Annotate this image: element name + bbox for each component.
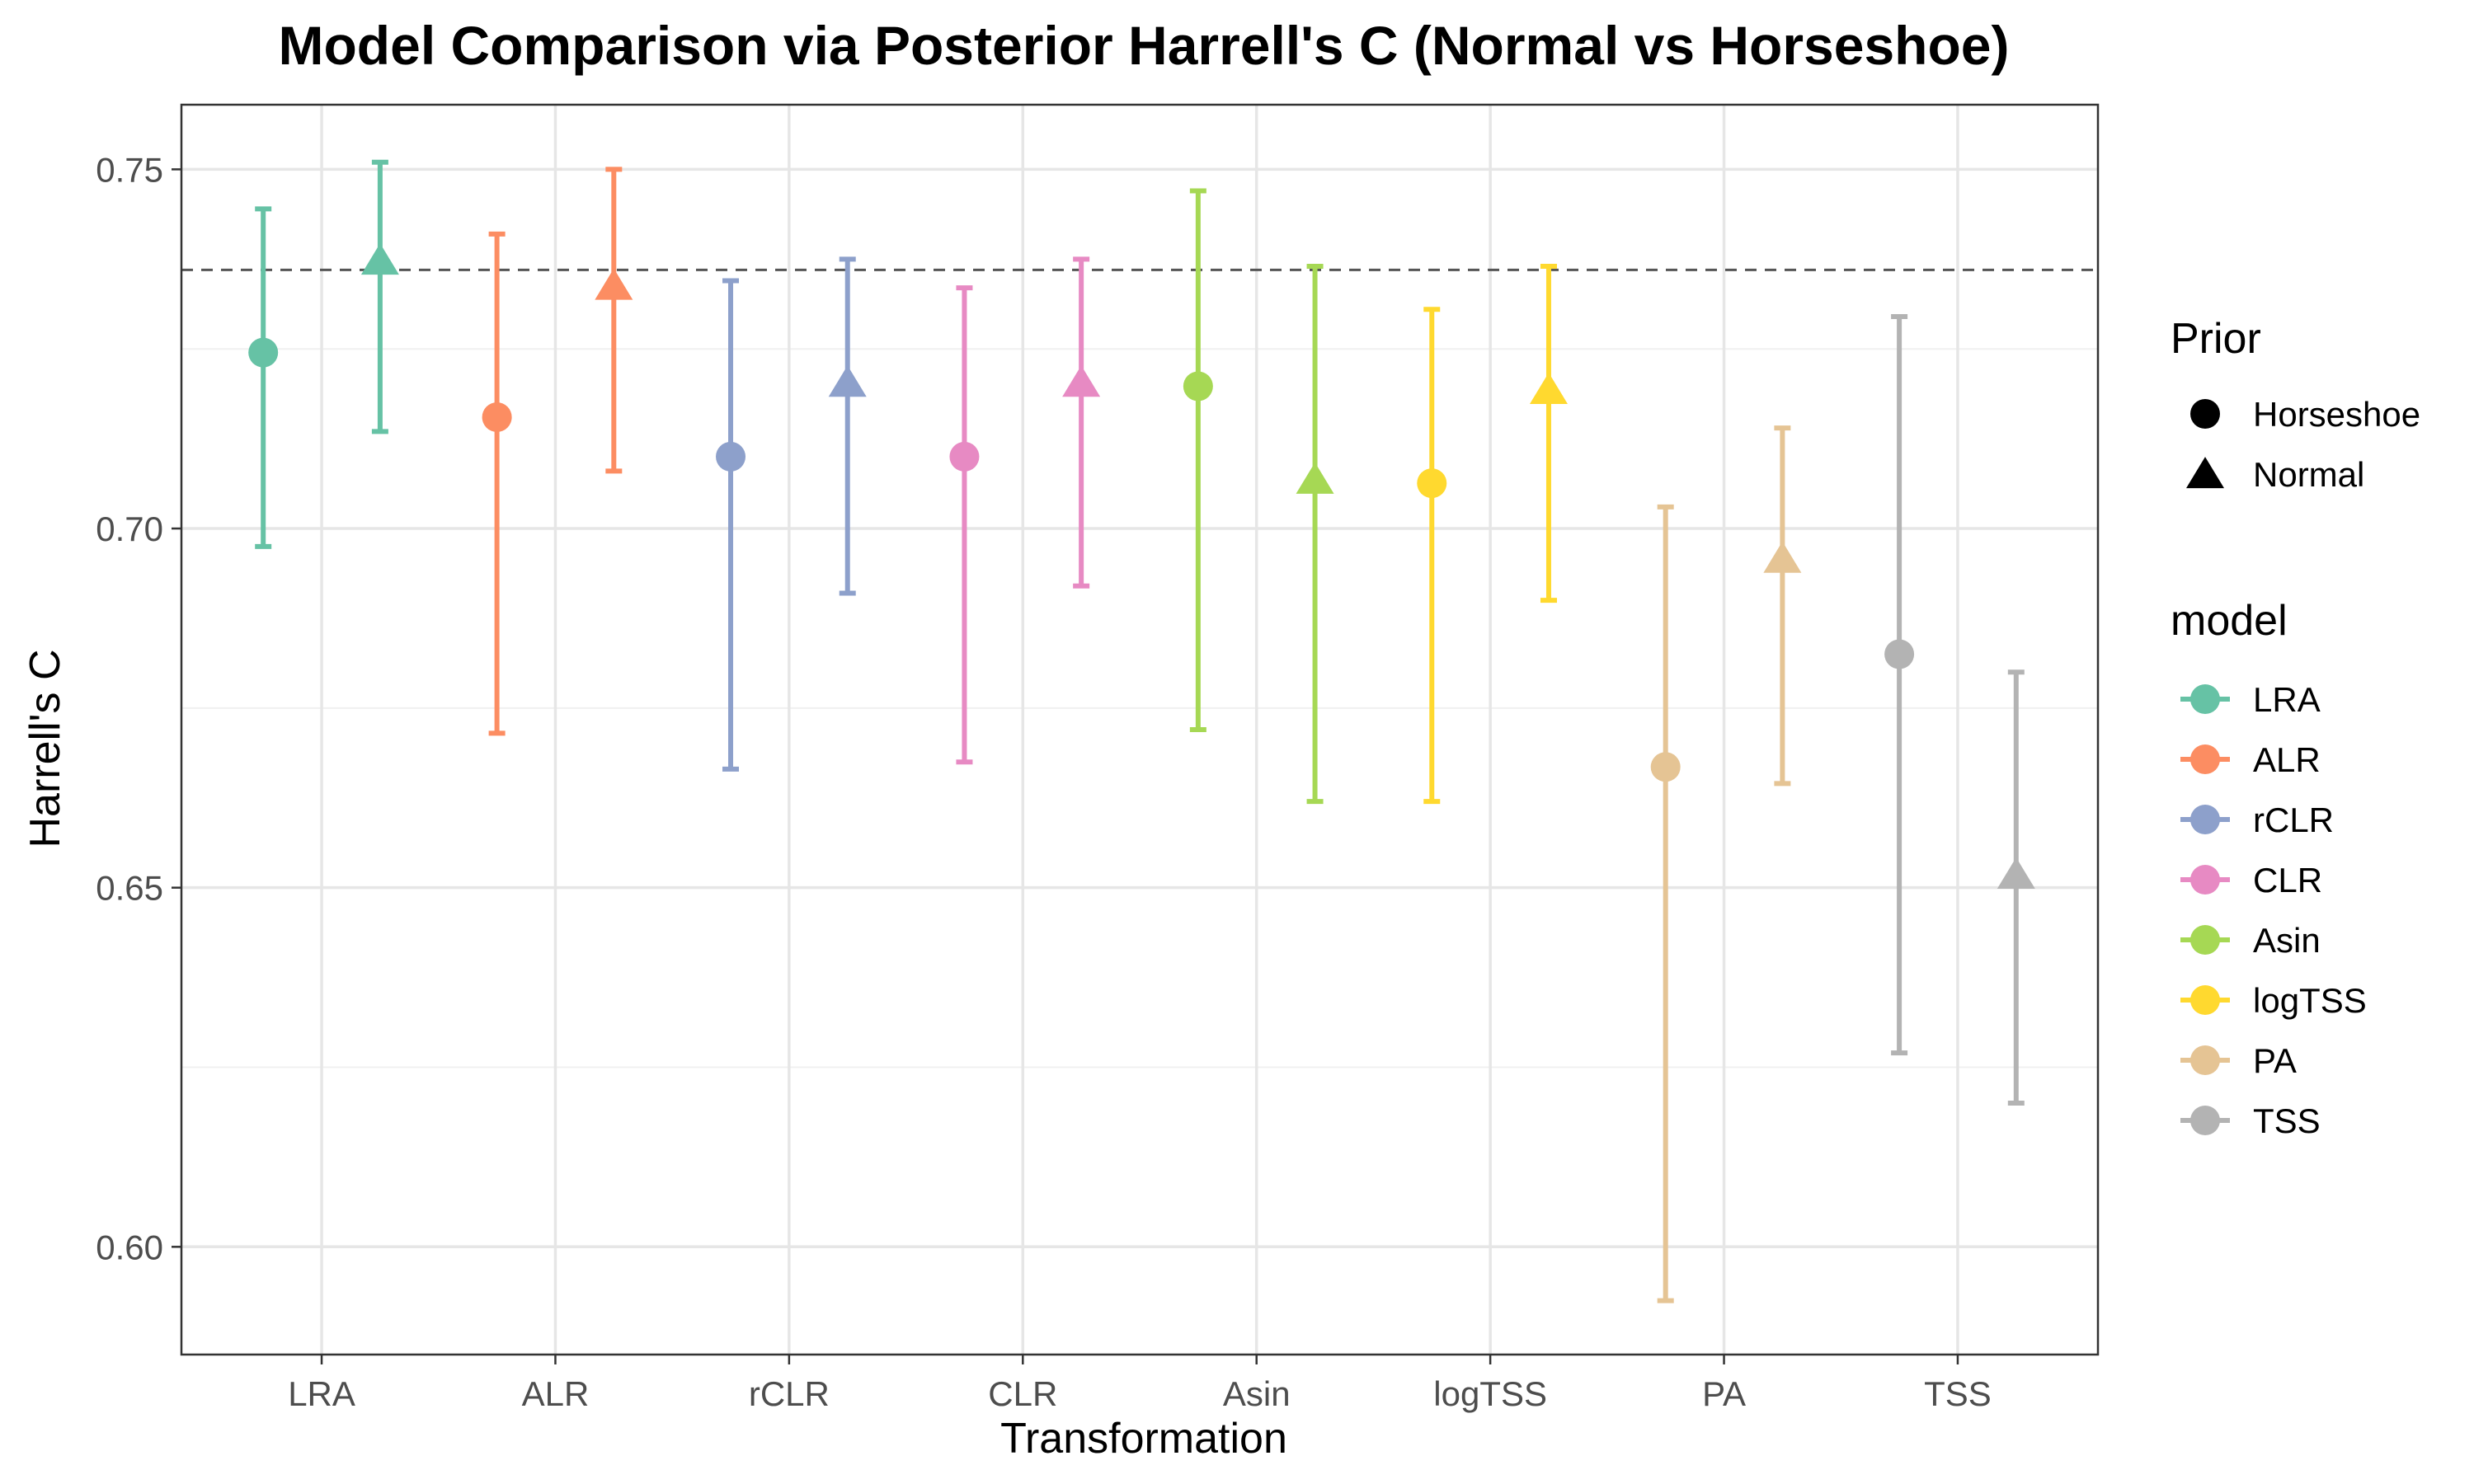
x-tick-label: CLR — [988, 1374, 1057, 1413]
legend-model-title: model — [2171, 597, 2288, 645]
point-asin-normal — [1296, 462, 1334, 494]
x-tick-label: PA — [1702, 1374, 1746, 1413]
legend-model-label: CLR — [2253, 861, 2322, 899]
panel-border — [180, 103, 2100, 1356]
y-tick-label: 0.65 — [96, 869, 163, 908]
legend-key-dot — [2190, 865, 2220, 895]
point-clr-normal — [1062, 365, 1101, 397]
x-tick-label: LRA — [288, 1374, 355, 1413]
legend-model-label: TSS — [2253, 1101, 2321, 1140]
legend-prior-label: Normal — [2253, 455, 2364, 494]
point-asin-horseshoe — [1183, 371, 1213, 402]
legend-key-dot — [2190, 925, 2220, 955]
x-tick-label: rCLR — [749, 1374, 830, 1413]
legend-key-dot — [2190, 1045, 2220, 1075]
point-lra-normal — [360, 243, 399, 275]
point-rclr-normal — [828, 365, 867, 397]
panel-background — [181, 105, 2098, 1355]
point-logtss-horseshoe — [1417, 468, 1447, 499]
x-tick-label: TSS — [1924, 1374, 1992, 1413]
point-rclr-horseshoe — [716, 441, 746, 472]
plot-area: 0.60 0.65 0.70 0.75 LRA ALR rCLR CLR Asin logTSS P… — [96, 103, 2100, 1413]
legend-key-dot — [2190, 985, 2220, 1015]
point-logtss-normal — [1529, 372, 1568, 404]
point-alr-horseshoe — [482, 402, 512, 432]
legend-model-label: Asin — [2253, 921, 2321, 960]
point-pa-horseshoe — [1650, 752, 1681, 782]
legend: Prior model Horseshoe Normal LRA ALR rCLR CLR… — [2171, 315, 2420, 1140]
legend-prior-title: Prior — [2171, 315, 2261, 363]
y-axis-title: Harrell's C — [21, 649, 69, 848]
point-lra-horseshoe — [248, 337, 279, 368]
chart-title: Model Comparison via Posterior Harrell's… — [279, 15, 2010, 76]
legend-key-dot — [2190, 684, 2220, 714]
y-tick-label: 0.70 — [96, 510, 163, 548]
legend-key-dot — [2190, 744, 2220, 774]
legend-key-horseshoe-circle — [2190, 399, 2220, 429]
x-tick-label: ALR — [522, 1374, 590, 1413]
legend-key-dot — [2190, 805, 2220, 834]
point-pa-normal — [1763, 541, 1802, 573]
y-tick-label: 0.75 — [96, 150, 163, 189]
point-tss-horseshoe — [1884, 639, 1915, 669]
legend-prior-label: Horseshoe — [2253, 395, 2420, 434]
legend-model-label: LRA — [2253, 680, 2321, 719]
point-alr-normal — [595, 268, 633, 300]
y-tick-label: 0.60 — [96, 1228, 163, 1266]
x-axis-title: Transformation — [1000, 1415, 1287, 1463]
x-tick-label: Asin — [1223, 1374, 1291, 1413]
x-tick-label: logTSS — [1433, 1374, 1547, 1413]
legend-model-label: rCLR — [2253, 801, 2334, 839]
legend-key-normal-triangle — [2186, 457, 2224, 489]
point-clr-horseshoe — [949, 441, 980, 472]
point-tss-normal — [1997, 857, 2035, 890]
legend-model-label: ALR — [2253, 740, 2321, 779]
legend-model-label: PA — [2253, 1041, 2297, 1080]
legend-key-dot — [2190, 1106, 2220, 1135]
legend-model-label: logTSS — [2253, 981, 2367, 1020]
